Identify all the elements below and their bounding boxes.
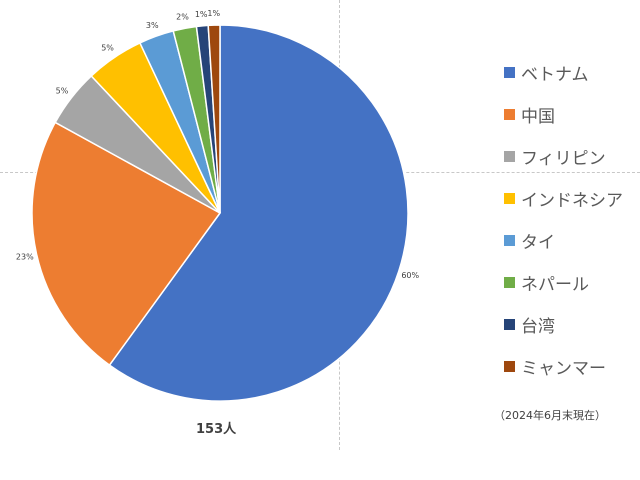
legend-item-4: インドネシア xyxy=(504,186,623,211)
data-label-5: 3% xyxy=(146,21,159,30)
legend-label-3: フィリピン xyxy=(521,148,606,169)
legend-item-5: タイ xyxy=(504,228,555,253)
legend-item-8: ミャンマー xyxy=(504,354,606,379)
legend-swatch-1 xyxy=(504,66,515,78)
legend-label-1: ベトナム xyxy=(521,64,589,85)
legend-swatch-2 xyxy=(504,108,515,120)
legend-item-2: 中国 xyxy=(504,102,555,127)
legend-swatch-5 xyxy=(504,234,515,246)
legend-swatch-3 xyxy=(504,150,515,162)
legend-swatch-4 xyxy=(504,192,515,204)
data-label-4: 5% xyxy=(101,44,114,53)
pie-data-labels: 60% 23% 5% 5% 3% 2% 1% 1% xyxy=(16,9,420,280)
legend-swatch-8 xyxy=(504,360,515,372)
data-label-2: 23% xyxy=(16,253,34,262)
data-label-6: 2% xyxy=(176,13,189,22)
legend-label-6: ネパール xyxy=(521,274,589,295)
legend-item-7: 台湾 xyxy=(504,312,555,337)
legend-swatch-7 xyxy=(504,318,515,330)
legend-label-8: ミャンマー xyxy=(521,358,606,379)
pie-slices xyxy=(31,24,409,402)
legend-item-1: ベトナム xyxy=(504,60,589,85)
legend-swatch-6 xyxy=(504,276,515,288)
legend-label-2: 中国 xyxy=(521,106,555,127)
legend-item-3: フィリピン xyxy=(504,144,606,169)
legend-item-6: ネパール xyxy=(504,270,589,295)
data-label-8: 1% xyxy=(207,9,220,18)
pie-slice-2 xyxy=(31,121,222,367)
legend-label-7: 台湾 xyxy=(521,316,555,337)
data-label-1: 60% xyxy=(401,271,419,280)
legend-label-5: タイ xyxy=(521,232,555,253)
data-label-3: 5% xyxy=(56,86,69,95)
legend-label-4: インドネシア xyxy=(521,190,623,211)
data-label-7: 1% xyxy=(195,10,208,19)
total-count-label: 153人 xyxy=(196,422,237,437)
pie-slice-1 xyxy=(108,24,409,402)
as-of-date-note: （2024年6月末現在） xyxy=(494,409,606,422)
pie-slice-8 xyxy=(207,24,221,214)
